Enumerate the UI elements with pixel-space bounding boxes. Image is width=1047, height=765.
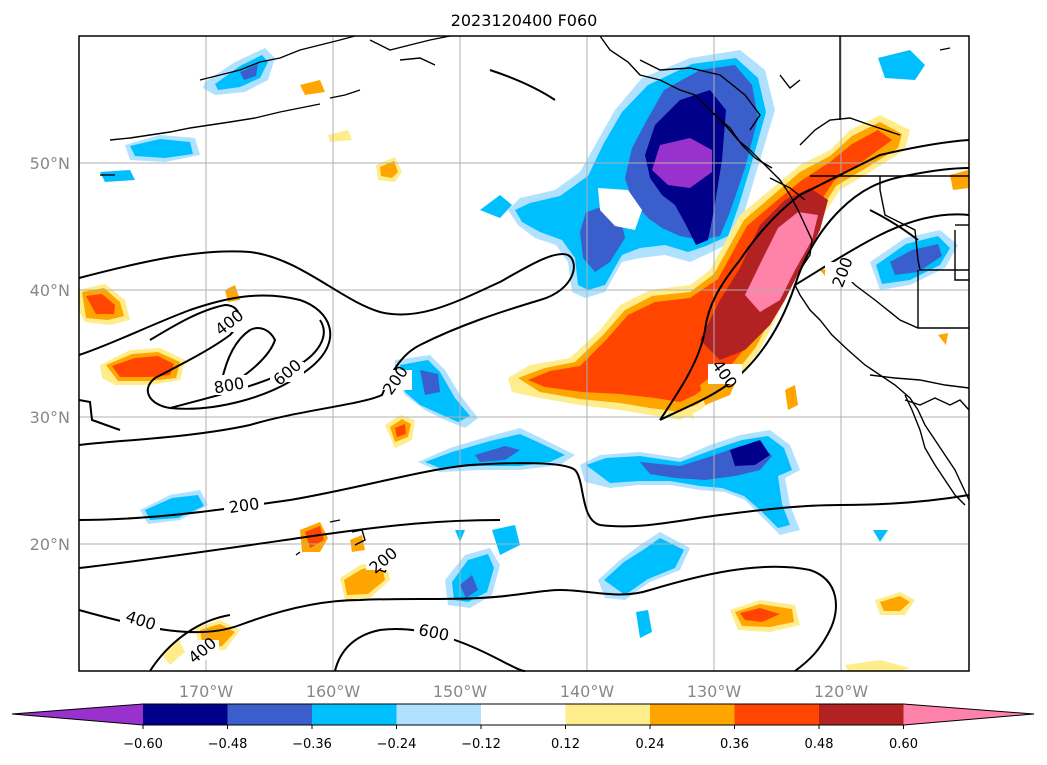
colorbar-tick-label: 0.60 <box>889 737 918 752</box>
colorbar-segment <box>903 704 1034 725</box>
map-title: 2023120400 F060 <box>451 11 598 30</box>
colorbar: −0.60 −0.48 −0.36 −0.24 −0.12 0.12 0.24 … <box>11 703 1035 752</box>
colorbar-tick-label: −0.36 <box>292 737 332 752</box>
colorbar-segment <box>12 704 143 725</box>
contour-label: 200 <box>228 494 261 517</box>
colorbar-segment <box>565 704 650 725</box>
lon-label: 130°W <box>687 682 742 701</box>
lon-label: 170°W <box>179 682 234 701</box>
colorbar-segment <box>396 704 481 725</box>
colorbar-segment <box>312 704 397 725</box>
colorbar-tick-label: 0.12 <box>551 737 580 752</box>
lat-label: 20°N <box>30 535 70 554</box>
colorbar-segment <box>819 704 904 725</box>
colorbar-tick-label: −0.48 <box>208 737 248 752</box>
map-plot-area: 400 600 800 200 400 200 200 400 600 400 … <box>78 35 970 672</box>
lat-label: 40°N <box>30 281 70 300</box>
colorbar-segment <box>481 704 566 725</box>
lon-label: 160°W <box>306 682 361 701</box>
lat-label: 30°N <box>30 408 70 427</box>
colorbar-tick-label: 0.48 <box>805 737 834 752</box>
colorbar-tick-label: 0.24 <box>636 737 665 752</box>
colorbar-tick-label: −0.24 <box>377 737 417 752</box>
lat-label: 50°N <box>30 154 70 173</box>
lon-label: 140°W <box>560 682 615 701</box>
map-gridlines <box>79 36 969 671</box>
colorbar-segment <box>734 704 819 725</box>
colorbar-segment <box>143 704 228 725</box>
map-frame <box>78 35 970 672</box>
longitude-labels: 170°W 160°W 150°W 140°W 130°W 120°W <box>179 682 869 701</box>
lon-label: 150°W <box>433 682 488 701</box>
colorbar-tick-label: 0.36 <box>720 737 749 752</box>
colorbar-tick-label: −0.60 <box>123 737 163 752</box>
colorbar-tick-label: −0.12 <box>461 737 501 752</box>
colorbar-segment <box>650 704 735 725</box>
colorbar-segment <box>227 704 312 725</box>
lon-label: 120°W <box>814 682 869 701</box>
latitude-labels: 50°N 40°N 30°N 20°N <box>30 154 70 554</box>
